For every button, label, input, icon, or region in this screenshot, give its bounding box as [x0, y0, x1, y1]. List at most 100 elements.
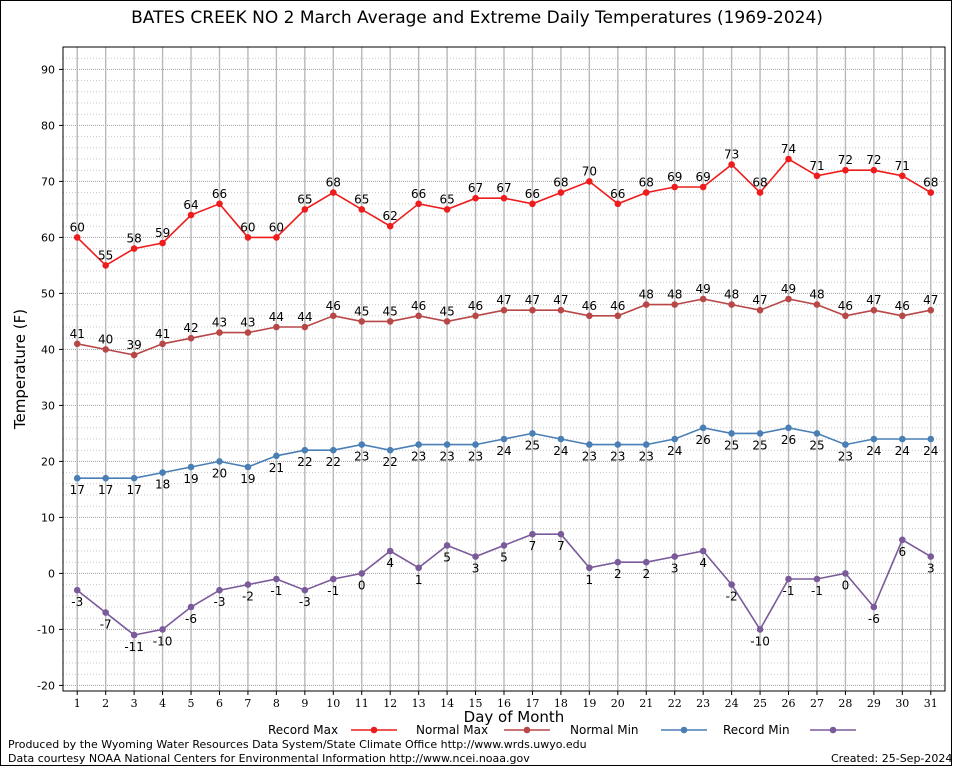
normal-max-point [500, 306, 508, 314]
normal-max-data-label: 48 [667, 288, 682, 302]
record-min-point [386, 547, 394, 555]
normal-max-data-label: 46 [468, 299, 483, 313]
record-max-data-label: 66 [411, 187, 426, 201]
record-max-data-label: 67 [496, 181, 511, 195]
x-tick-label: 22 [668, 697, 682, 710]
record-max-data-label: 69 [667, 170, 682, 184]
record-max-data-label: 71 [809, 159, 824, 173]
normal-min-point [130, 474, 138, 482]
normal-max-data-label: 49 [781, 282, 796, 296]
record-max-point [699, 183, 707, 191]
normal-min-data-label: 23 [468, 450, 483, 464]
record-min-data-label: 7 [529, 539, 537, 553]
record-min-data-label: 4 [699, 556, 707, 570]
legend: Record Max Normal Max Normal Min Record Min [268, 723, 856, 737]
normal-min-point [443, 441, 451, 448]
normal-min-data-label: 26 [781, 433, 796, 447]
record-min-data-label: 3 [927, 562, 935, 576]
record-min-data-label: -3 [299, 595, 311, 609]
record-min-point [642, 558, 650, 566]
normal-min-data-label: 25 [525, 438, 540, 452]
x-tick-label: 31 [924, 697, 938, 710]
normal-min-point [500, 435, 508, 443]
record-max-point [415, 200, 422, 208]
record-max-data-label: 71 [895, 159, 910, 173]
legend-label-normal-max: Normal Max [416, 723, 488, 737]
y-tick-label: 10 [41, 511, 55, 524]
record-min-point [159, 626, 166, 633]
normal-max-point [472, 312, 479, 320]
x-tick-label: 13 [412, 697, 426, 710]
normal-max-data-label: 43 [240, 316, 255, 330]
normal-min-data-label: 25 [724, 438, 739, 452]
x-tick-label: 30 [895, 697, 909, 710]
record-max-data-label: 60 [269, 220, 284, 234]
record-min-data-label: -10 [750, 634, 770, 648]
grid-layer [63, 46, 945, 691]
normal-min-point [756, 430, 764, 437]
record-max-data-label: 64 [183, 198, 198, 212]
record-min-point [216, 586, 223, 594]
normal-min-data-label: 24 [895, 444, 910, 458]
y-tick-label: 60 [41, 231, 55, 244]
x-tick-label: 10 [326, 697, 340, 710]
record-max-point [927, 189, 935, 196]
legend-marker-normal-max [523, 726, 531, 734]
y-tick-label: 90 [41, 63, 55, 76]
record-max-data-label: 74 [781, 142, 796, 156]
record-max-point [813, 172, 821, 180]
record-max-point [244, 234, 252, 241]
normal-max-point [386, 318, 394, 325]
x-tick-label: 8 [273, 697, 280, 710]
record-max-data-label: 55 [98, 248, 113, 262]
legend-marker-record-min [829, 726, 837, 734]
normal-max-point [870, 306, 878, 314]
y-tick-label: -10 [37, 623, 55, 636]
record-max-point [159, 239, 166, 247]
record-min-point [73, 586, 81, 594]
normal-max-data-label: 47 [553, 293, 568, 307]
x-tick-label: 1 [74, 697, 81, 710]
normal-max-point [785, 295, 792, 303]
record-min-point [671, 553, 679, 560]
normal-max-point [699, 295, 707, 303]
y-tick-label: 50 [41, 287, 55, 300]
record-max-point [756, 189, 764, 196]
x-tick-label: 27 [810, 697, 824, 710]
x-tick-label: 15 [469, 697, 483, 710]
record-min-data-label: 6 [899, 545, 907, 559]
record-min-data-label: -7 [100, 618, 112, 632]
x-tick-label: 23 [696, 697, 710, 710]
normal-max-data-label: 46 [610, 299, 625, 313]
normal-min-data-label: 25 [752, 438, 767, 452]
legend-marker-normal-min [680, 726, 688, 734]
normal-min-point [842, 441, 849, 448]
record-max-point [273, 234, 280, 241]
x-tick-label: 3 [131, 697, 138, 710]
normal-max-data-label: 46 [411, 299, 426, 313]
record-max-point [472, 194, 479, 202]
record-min-point [244, 581, 252, 588]
record-max-point [358, 206, 366, 213]
normal-min-point [386, 446, 394, 454]
x-tick-label: 9 [301, 697, 308, 710]
record-max-point [443, 206, 451, 213]
record-min-point [301, 586, 309, 594]
record-min-point [927, 553, 935, 560]
normal-max-point [728, 301, 735, 308]
record-min-point [586, 564, 593, 572]
normal-max-data-label: 47 [496, 293, 511, 307]
record-max-point [642, 189, 650, 196]
normal-min-point [557, 435, 565, 443]
record-min-point [529, 530, 536, 538]
normal-max-point [273, 323, 280, 331]
normal-min-point [472, 441, 479, 448]
record-min-data-label: -3 [71, 595, 83, 609]
normal-min-data-label: 19 [240, 472, 255, 486]
normal-max-data-label: 42 [183, 321, 198, 335]
normal-max-point [642, 301, 650, 308]
normal-min-data-label: 21 [269, 461, 284, 475]
normal-max-point [358, 318, 366, 325]
normal-max-data-label: 47 [923, 293, 938, 307]
